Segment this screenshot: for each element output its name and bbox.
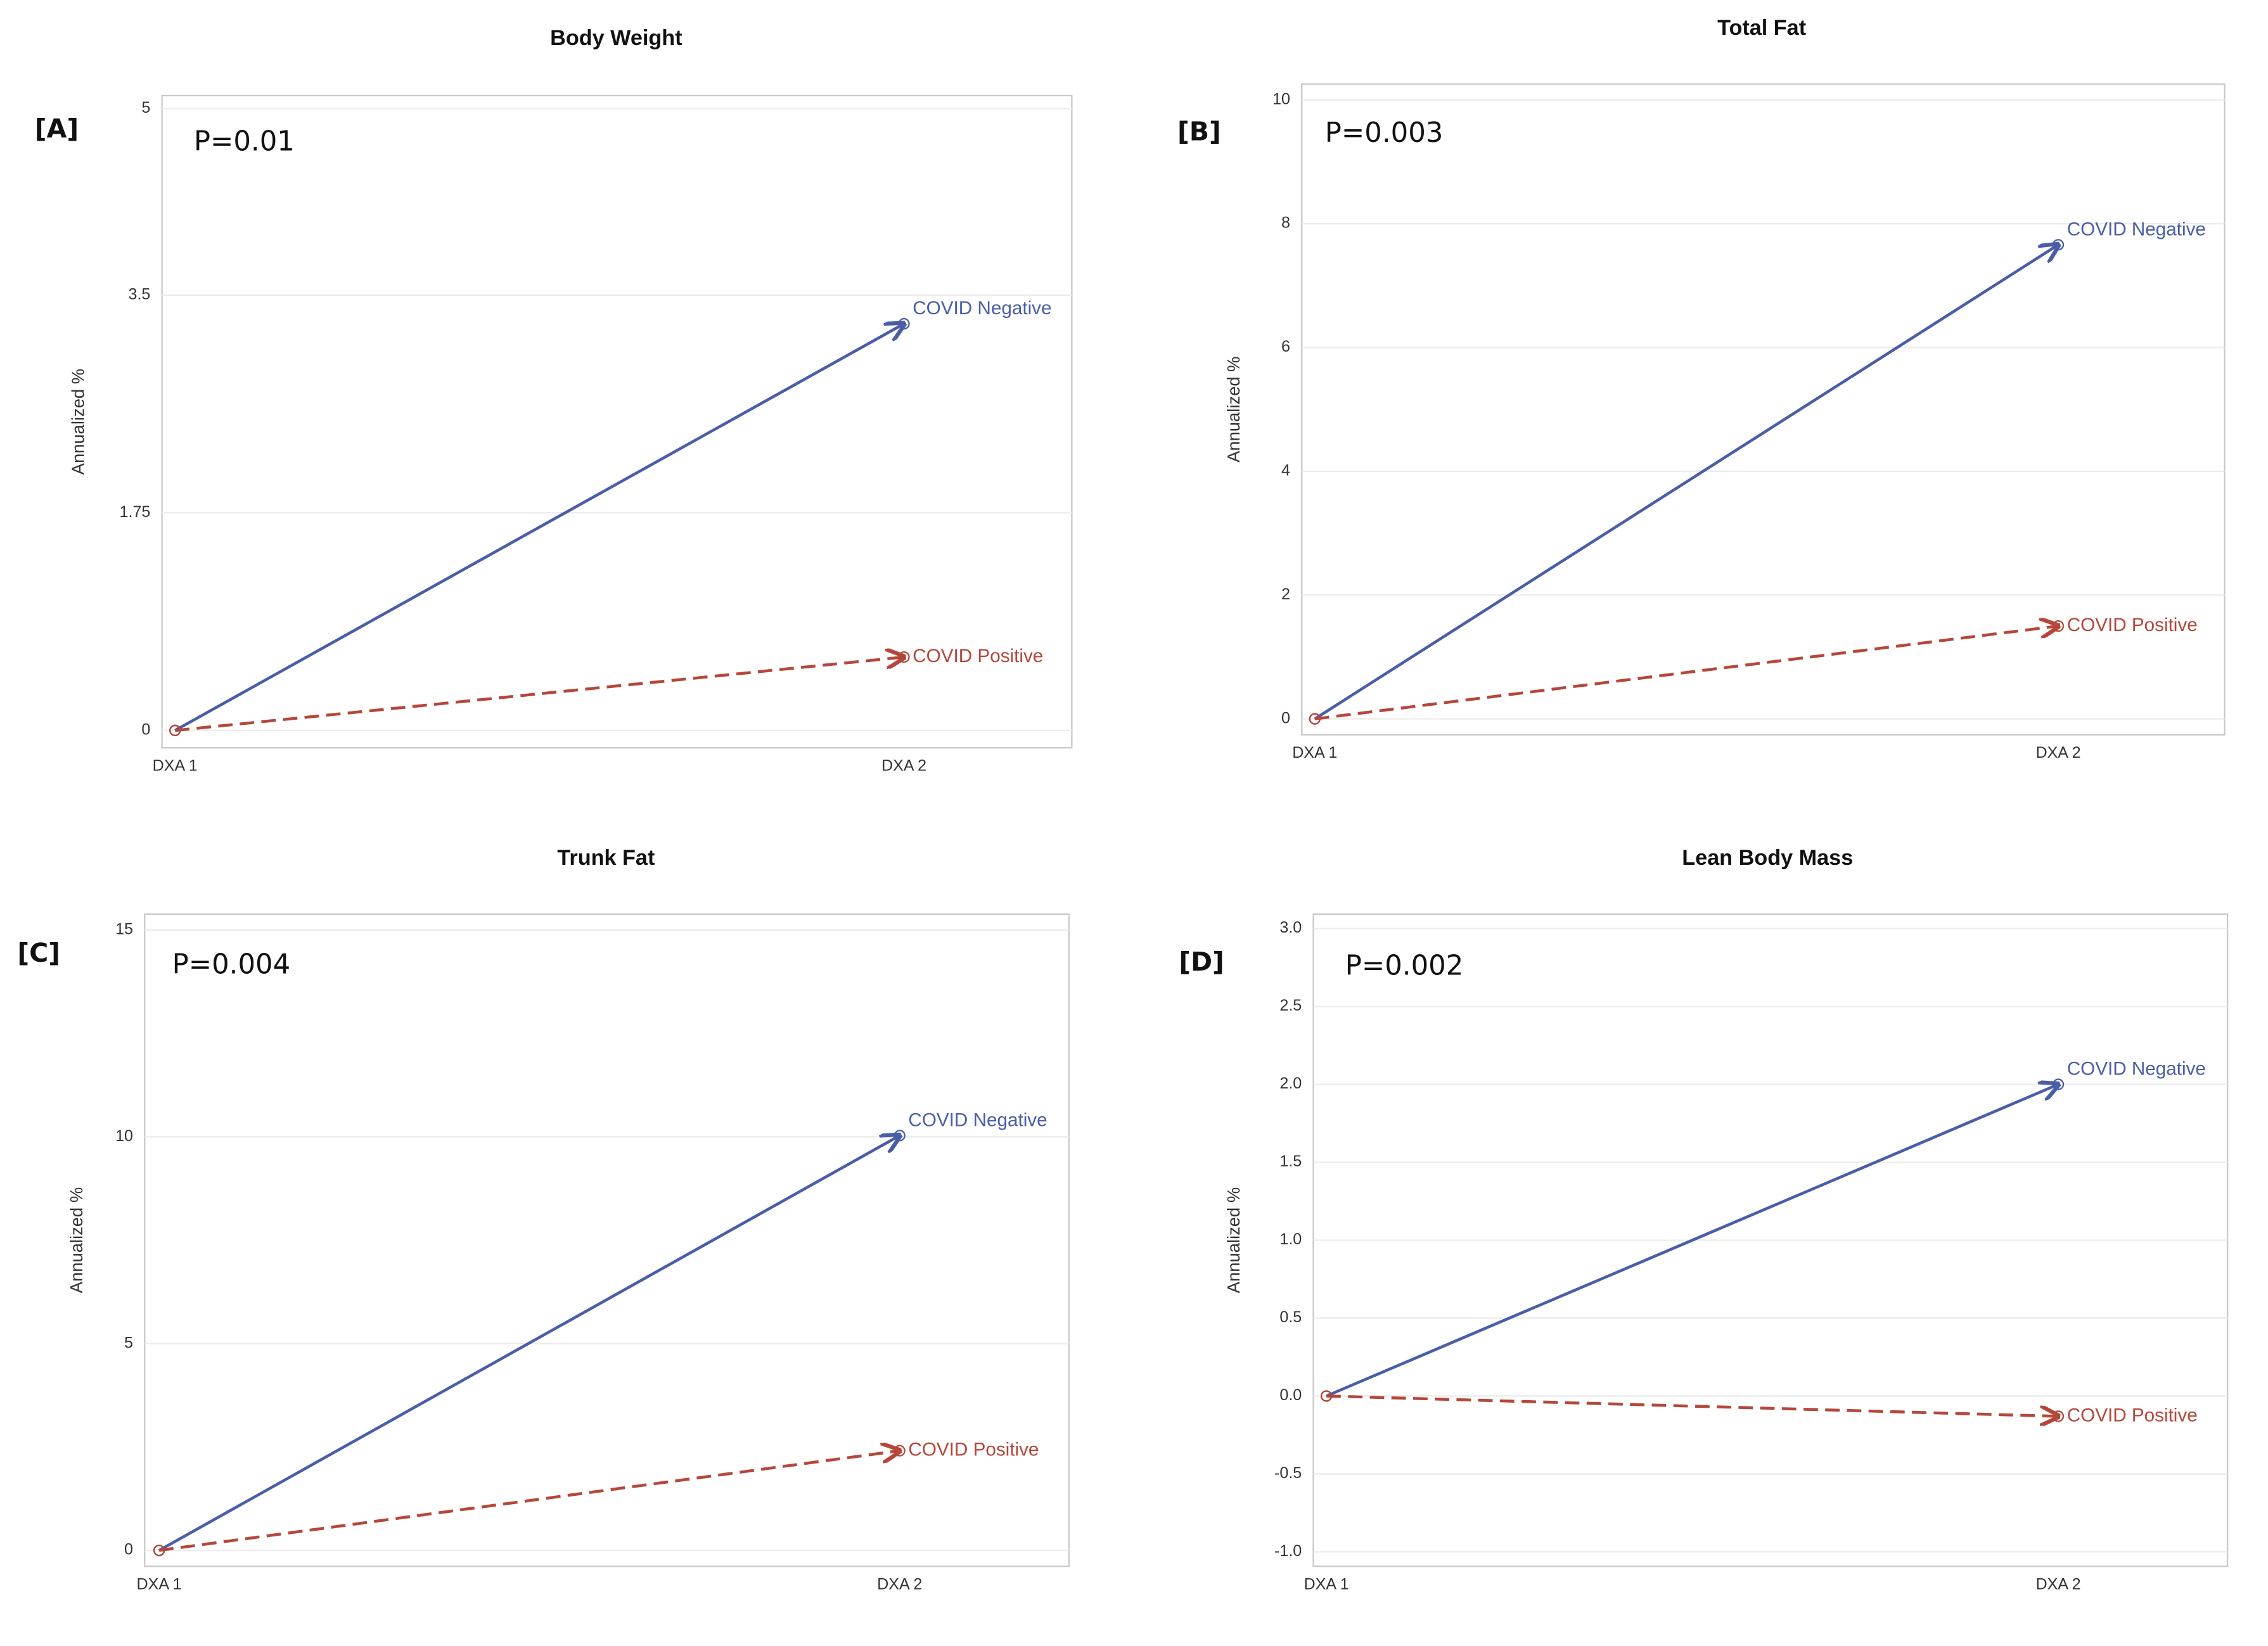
y-tick-label: 0 xyxy=(124,1541,133,1559)
point-marker xyxy=(894,1130,906,1142)
x-tick-label: DXA 1 xyxy=(1292,744,1337,762)
y-tick-label: 0 xyxy=(141,721,150,739)
y-tick-label: 0.5 xyxy=(1279,1308,1302,1326)
point-marker xyxy=(1309,713,1321,725)
p-value: P=0.004 xyxy=(172,948,291,980)
y-tick-label: 15 xyxy=(115,921,133,938)
x-tick-label: DXA 1 xyxy=(153,757,198,775)
y-tick-label: 5 xyxy=(141,99,150,117)
p-value: P=0.01 xyxy=(194,126,295,158)
point-marker xyxy=(2052,620,2065,632)
y-axis-label: Annualized % xyxy=(68,369,87,475)
x-tick-label: DXA 2 xyxy=(2035,1576,2080,1593)
point-marker xyxy=(894,1445,906,1457)
y-tick-label: -0.5 xyxy=(1274,1464,1302,1482)
y-tick-label: 5 xyxy=(124,1334,133,1351)
y-tick-label: 0 xyxy=(1281,709,1290,727)
series-end-label: COVID Negative xyxy=(908,1109,1047,1130)
y-tick-label: 8 xyxy=(1281,214,1290,232)
y-axis-label: Annualized % xyxy=(67,1187,86,1293)
point-marker xyxy=(1320,1390,1333,1402)
panel-label: [C] xyxy=(17,938,60,968)
plot-frame xyxy=(161,94,1073,749)
series-line xyxy=(1326,1085,2058,1398)
y-tick-label: 2.0 xyxy=(1279,1075,1302,1092)
y-tick-label: 4 xyxy=(1281,462,1290,480)
plot-frame xyxy=(144,913,1070,1567)
y-tick-label: 10 xyxy=(115,1127,133,1145)
series-end-label: COVID Positive xyxy=(913,646,1043,667)
y-axis-label: Annualized % xyxy=(1224,356,1243,462)
point-marker xyxy=(169,724,181,737)
series-line xyxy=(158,1451,900,1552)
y-tick-label: 1.5 xyxy=(1279,1152,1302,1170)
x-tick-label: DXA 2 xyxy=(2035,744,2080,762)
point-marker xyxy=(2052,239,2065,251)
point-marker xyxy=(898,317,910,330)
p-value: P=0.003 xyxy=(1325,117,1444,149)
x-tick-label: DXA 1 xyxy=(137,1576,182,1593)
x-tick-label: DXA 2 xyxy=(877,1576,922,1593)
series-line xyxy=(174,324,904,732)
y-tick-label: 1.0 xyxy=(1279,1230,1302,1248)
panel-label: [D] xyxy=(1179,947,1224,977)
series-line xyxy=(1314,626,2058,720)
y-tick-label: 3.0 xyxy=(1279,919,1302,936)
chart-title: Trunk Fat xyxy=(557,846,655,870)
x-tick-label: DXA 1 xyxy=(1304,1576,1349,1593)
y-tick-label: 2 xyxy=(1281,585,1290,603)
panel-label: [A] xyxy=(35,113,79,144)
series-line xyxy=(1326,1394,2058,1416)
y-tick-label: 6 xyxy=(1281,338,1290,355)
y-tick-label: 1.75 xyxy=(120,503,151,521)
panel-label: [B] xyxy=(1177,117,1221,147)
plot-frame xyxy=(1301,83,2226,736)
chart-title: Body Weight xyxy=(550,26,682,50)
series-end-label: COVID Positive xyxy=(2067,615,2198,635)
x-tick-label: DXA 2 xyxy=(881,757,926,775)
y-tick-label: 0.0 xyxy=(1279,1386,1302,1404)
series-end-label: COVID Negative xyxy=(2067,1059,2206,1080)
point-marker xyxy=(2052,1410,2065,1422)
series-line xyxy=(174,657,904,732)
series-end-label: COVID Negative xyxy=(2067,219,2206,239)
p-value: P=0.002 xyxy=(1345,950,1464,982)
point-marker xyxy=(153,1544,165,1557)
y-tick-label: 3.5 xyxy=(128,286,150,303)
chart-title: Lean Body Mass xyxy=(1682,846,1853,870)
series-line xyxy=(1314,245,2058,720)
y-axis-label: Annualized % xyxy=(1224,1187,1243,1293)
point-marker xyxy=(898,651,910,663)
y-tick-label: 2.5 xyxy=(1279,997,1302,1014)
y-tick-label: -1.0 xyxy=(1274,1542,1302,1560)
series-line xyxy=(158,1135,900,1552)
series-end-label: COVID Positive xyxy=(908,1439,1039,1460)
series-end-label: COVID Positive xyxy=(2067,1405,2198,1426)
y-tick-label: 10 xyxy=(1272,90,1290,108)
point-marker xyxy=(2052,1078,2065,1090)
chart-title: Total Fat xyxy=(1717,16,1806,40)
series-end-label: COVID Negative xyxy=(913,298,1051,319)
